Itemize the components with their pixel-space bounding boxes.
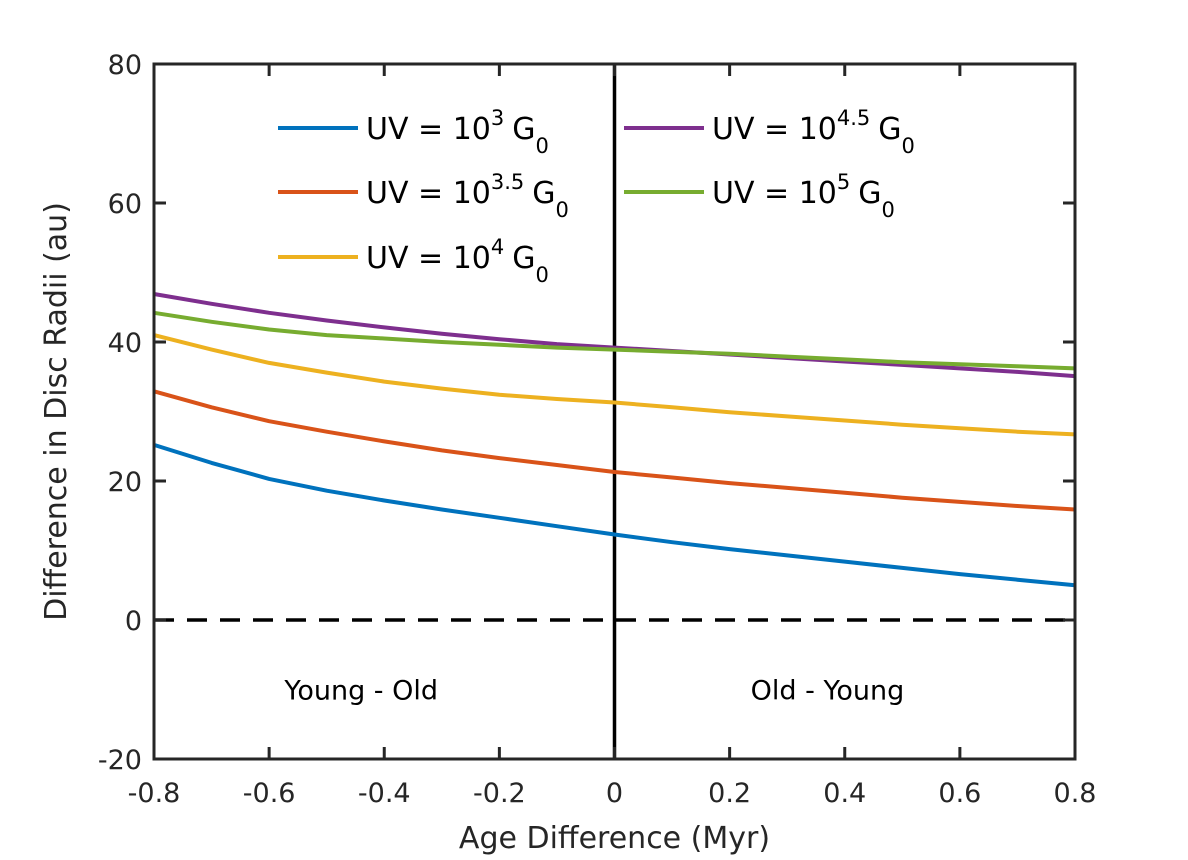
legend-item-2: UV = 103.5 G0 — [278, 170, 569, 222]
y-tick-label: 80 — [108, 50, 142, 81]
x-tick-label: 0.6 — [938, 778, 981, 809]
annotations: Young - Old Old - Young — [283, 676, 904, 707]
series-line-3 — [153, 333, 1076, 437]
series-line-2 — [153, 389, 1076, 512]
y-tick-label: -20 — [98, 745, 142, 776]
y-tick-label: 40 — [108, 328, 142, 359]
legend-item-1: UV = 103 G0 — [278, 106, 549, 158]
x-tick-label: 0.4 — [823, 778, 866, 809]
x-tick-label: 0.8 — [1054, 778, 1097, 809]
axis-ticks: -0.8 -0.6 -0.4 -0.2 0 0.2 0.4 0.6 0.8 -20 0 20 40 60 8… — [98, 50, 1097, 809]
x-tick-label: 0.2 — [708, 778, 751, 809]
series-line-5 — [153, 310, 1076, 371]
legend-label: UV = 104 G0 — [366, 235, 549, 287]
legend-item-3: UV = 104 G0 — [278, 235, 549, 287]
y-tick-label: 20 — [108, 467, 142, 498]
legend: UV = 103 G0 UV = 103.5 G0 UV = 104 G0 UV = 104… — [278, 106, 915, 287]
legend-label: UV = 103.5 G0 — [366, 170, 569, 222]
y-axis-title: Difference in Disc Radii (au) — [39, 202, 74, 621]
x-tick-label: -0.6 — [243, 778, 296, 809]
series-line-1 — [153, 442, 1076, 588]
x-tick-label: 0 — [606, 778, 623, 809]
legend-label: UV = 105 G0 — [712, 170, 895, 222]
x-tick-label: -0.2 — [473, 778, 526, 809]
legend-item-5: UV = 105 G0 — [624, 170, 895, 222]
reference-lines — [154, 64, 1075, 759]
y-tick-label: 0 — [125, 606, 142, 637]
annotation-2: Old - Young — [751, 676, 905, 707]
series-layer — [153, 292, 1076, 588]
annotation-1: Young - Old — [283, 676, 438, 707]
legend-item-4: UV = 104.5 G0 — [624, 106, 915, 158]
x-axis-title: Age Difference (Myr) — [459, 821, 770, 856]
legend-label: UV = 103 G0 — [366, 106, 549, 158]
legend-label: UV = 104.5 G0 — [712, 106, 915, 158]
y-tick-label: 60 — [108, 189, 142, 220]
x-tick-label: -0.8 — [128, 778, 181, 809]
x-tick-label: -0.4 — [358, 778, 411, 809]
